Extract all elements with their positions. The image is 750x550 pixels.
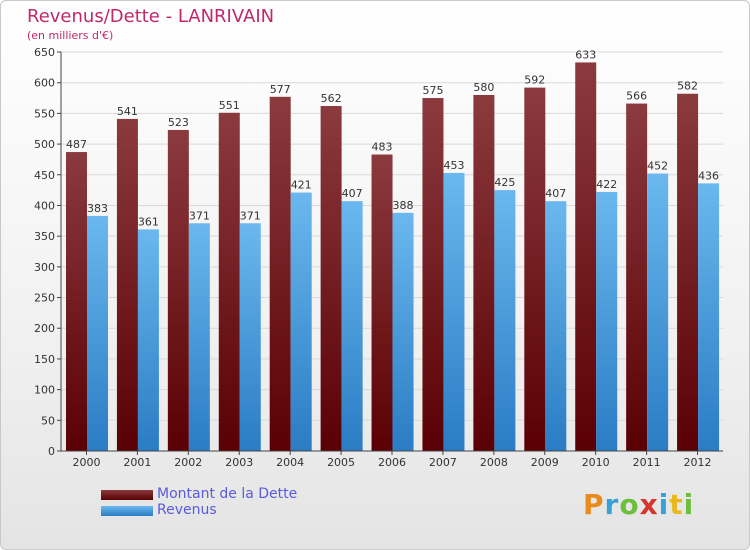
x-tick-label: 2003 — [225, 456, 253, 469]
bar-dette-2005 — [320, 106, 342, 451]
bar-dette-2009 — [524, 87, 546, 451]
logo-letter: i — [683, 488, 695, 521]
x-tick-label: 2004 — [276, 456, 304, 469]
data-label: 575 — [422, 84, 443, 97]
bar-dette-2000 — [66, 152, 87, 451]
y-tick-label: 550 — [34, 107, 55, 120]
data-label: 421 — [291, 179, 312, 192]
logo-letter: t — [669, 488, 684, 521]
logo-letter: i — [658, 488, 670, 521]
legend-swatch-dette — [101, 490, 153, 500]
x-tick-label: 2009 — [531, 456, 559, 469]
y-tick-label: 400 — [34, 199, 55, 212]
data-label: 453 — [443, 159, 464, 172]
data-label: 407 — [545, 187, 566, 200]
data-label: 577 — [270, 83, 291, 96]
data-label: 436 — [698, 169, 719, 182]
data-label: 483 — [372, 141, 393, 154]
x-tick-label: 2007 — [429, 456, 457, 469]
y-axis-ticks: 0 50 100 150 200 250 300 350 400 450 500 550 600 650 — [34, 46, 61, 458]
bar-dette-2004 — [269, 96, 291, 452]
bar-chart: 050100150200250300350400450500550600650 … — [34, 46, 723, 469]
y-tick-label: 200 — [34, 322, 55, 335]
y-tick-label: 50 — [41, 414, 55, 427]
data-label: 562 — [321, 92, 342, 105]
bar-revenus-2006 — [392, 212, 414, 451]
bars: 487 383 541 361 523 371 551 371 577 421 562 407 483 3… — [66, 48, 720, 452]
y-tick-label: 450 — [34, 169, 55, 182]
y-tick-label: 350 — [34, 230, 55, 243]
legend-label-revenus: Revenus — [157, 502, 217, 518]
data-label: 523 — [168, 116, 189, 129]
bar-dette-2012 — [677, 93, 699, 451]
x-tick-label: 2011 — [633, 456, 661, 469]
data-label: 361 — [138, 215, 159, 228]
data-label: 383 — [87, 202, 108, 215]
data-label: 407 — [342, 187, 363, 200]
y-tick-label: 500 — [34, 138, 55, 151]
data-label: 580 — [473, 81, 494, 94]
bar-revenus-2012 — [698, 183, 720, 451]
chart-title: Revenus/Dette - LANRIVAIN — [27, 6, 275, 27]
proxiti-logo: Proxiti — [583, 488, 694, 521]
x-tick-label: 2002 — [174, 456, 202, 469]
legend-swatch-revenus — [101, 506, 153, 516]
bar-dette-2006 — [371, 154, 393, 451]
logo-letter: P — [583, 488, 605, 521]
legend-label-dette: Montant de la Dette — [157, 486, 298, 502]
y-tick-label: 300 — [34, 261, 55, 274]
logo-letter: r — [604, 488, 620, 521]
data-label: 582 — [677, 80, 698, 93]
bar-revenus-2000 — [87, 215, 108, 451]
y-tick-label: 250 — [34, 292, 55, 305]
data-label: 422 — [596, 178, 617, 191]
data-label: 592 — [524, 74, 545, 87]
data-label: 425 — [494, 176, 515, 189]
x-tick-label: 2010 — [582, 456, 610, 469]
bar-revenus-2001 — [137, 229, 159, 451]
bar-dette-2010 — [575, 62, 597, 451]
bar-revenus-2009 — [545, 201, 567, 451]
bar-revenus-2002 — [188, 223, 210, 451]
data-label: 633 — [575, 48, 596, 61]
y-tick-label: 150 — [34, 353, 55, 366]
x-tick-label: 2012 — [684, 456, 712, 469]
y-tick-label: 0 — [48, 445, 55, 458]
data-label: 541 — [117, 105, 138, 118]
data-label: 371 — [240, 209, 261, 222]
bar-revenus-2005 — [341, 201, 363, 451]
data-label: 551 — [219, 99, 240, 112]
logo-letter: o — [619, 488, 640, 521]
y-tick-label: 650 — [34, 46, 55, 59]
bar-dette-2007 — [422, 98, 444, 452]
x-tick-label: 2001 — [123, 456, 151, 469]
bar-dette-2001 — [116, 118, 138, 451]
bar-revenus-2007 — [443, 172, 465, 452]
data-label: 487 — [66, 138, 87, 151]
bar-dette-2003 — [218, 112, 240, 452]
bar-revenus-2008 — [494, 190, 516, 451]
logo-letter: x — [639, 488, 659, 521]
bar-revenus-2011 — [647, 173, 669, 451]
bar-revenus-2004 — [290, 192, 312, 451]
bar-dette-2011 — [626, 103, 648, 451]
x-tick-label: 2000 — [72, 456, 100, 469]
x-tick-label: 2008 — [480, 456, 508, 469]
x-tick-label: 2006 — [378, 456, 406, 469]
data-label: 452 — [647, 160, 668, 173]
bar-dette-2008 — [473, 94, 495, 451]
y-tick-label: 100 — [34, 384, 55, 397]
data-label: 388 — [393, 199, 414, 212]
x-tick-label: 2005 — [327, 456, 355, 469]
data-label: 371 — [189, 209, 210, 222]
data-label: 566 — [626, 90, 647, 103]
bar-revenus-2003 — [239, 223, 261, 451]
x-axis-ticks: 2000 2001 2002 2003 2004 2005 2006 2007 2008 2009… — [72, 451, 712, 469]
bar-revenus-2010 — [596, 191, 618, 452]
bar-dette-2002 — [167, 129, 189, 451]
y-tick-label: 600 — [34, 77, 55, 90]
chart-subtitle: (en milliers d'€) — [27, 29, 114, 42]
